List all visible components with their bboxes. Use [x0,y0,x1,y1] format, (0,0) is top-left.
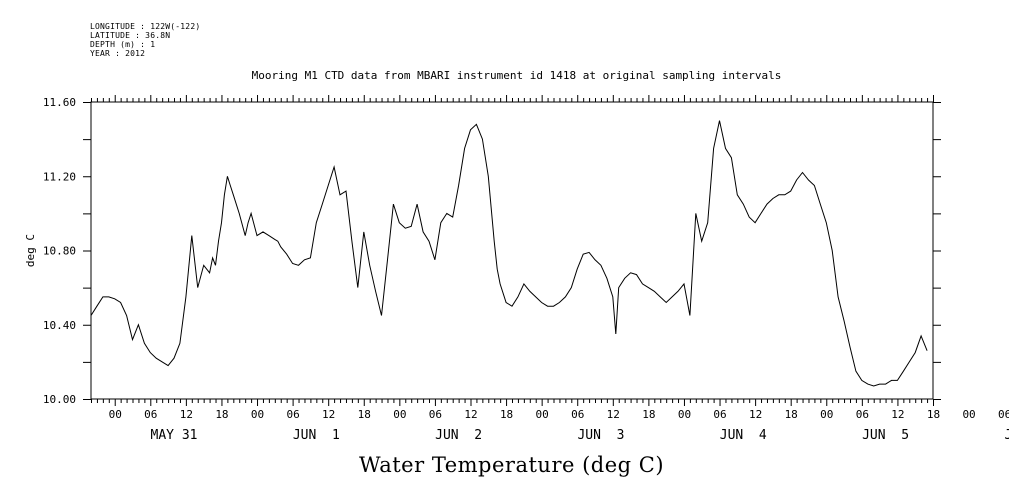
x-tick-label: 12 [749,408,762,421]
y-tick-label: 11.20 [43,170,76,183]
x-tick-label: 12 [607,408,620,421]
y-axis-label: deg C [24,234,37,267]
y-tick-label: 10.00 [43,393,76,406]
x-tick-label: 00 [393,408,406,421]
x-tick-label: 18 [785,408,798,421]
x-tick-label: 00 [251,408,264,421]
x-tick-label: 00 [678,408,691,421]
x-day-label: JUN 4 [720,428,767,443]
chart-subtitle: Water Temperature (deg C) [358,453,665,477]
y-tick-label: 11.60 [43,96,76,109]
x-tick-label: 00 [536,408,549,421]
longitude-label: LONGITUDE : 122W(-122) [90,22,201,31]
x-tick-label: 18 [927,408,940,421]
x-day-label: JUN 6 [1004,428,1009,443]
temperature-series-line [90,120,928,387]
x-tick-label: 18 [642,408,655,421]
x-tick-label: 06 [856,408,869,421]
x-tick-label: 12 [180,408,193,421]
year-label: YEAR : 2012 [90,49,146,58]
x-day-label: JUN 3 [577,428,624,443]
x-tick-label: 06 [998,408,1009,421]
latitude-label: LATITUDE : 36.8N [90,31,171,40]
depth-label: DEPTH (m) : 1 [90,40,156,49]
x-tick-label: 00 [109,408,122,421]
y-tick-label: 10.40 [43,319,76,332]
x-tick-label: 18 [358,408,371,421]
x-tick-label: 06 [429,408,442,421]
x-tick-label: 12 [464,408,477,421]
x-tick-label: 06 [144,408,157,421]
chart-title: Mooring M1 CTD data from MBARI instrumen… [251,69,782,82]
x-tick-label: 06 [571,408,584,421]
x-day-label: JUN 2 [435,428,482,443]
x-tick-label: 00 [962,408,975,421]
x-tick-label: 12 [322,408,335,421]
x-tick-label: 06 [286,408,299,421]
x-tick-label: 00 [820,408,833,421]
x-day-label: JUN 1 [293,428,340,443]
x-tick-label: 12 [891,408,904,421]
x-tick-label: 18 [215,408,228,421]
y-tick-label: 10.80 [43,245,76,258]
x-tick-label: 06 [713,408,726,421]
x-day-label: JUN 5 [862,428,909,443]
header-info: LONGITUDE : 122W(-122) LATITUDE : 36.8N … [90,22,200,58]
x-tick-label: 18 [500,408,513,421]
x-day-label: MAY 31 [151,428,198,443]
